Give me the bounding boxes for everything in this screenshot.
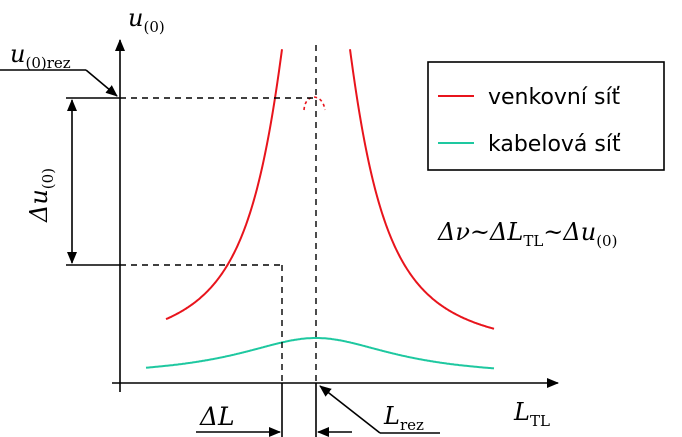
- u0rez-pointer: [85, 69, 118, 97]
- legend-label-overhead: venkovní síť: [488, 85, 621, 110]
- overhead-network-curve-right: [349, 49, 495, 330]
- legend: venkovní síť kabelová síť: [427, 61, 665, 171]
- delta-L-label: ΔL: [199, 402, 235, 431]
- u0rez-label: u(0)rez: [10, 40, 71, 72]
- Lrez-label: Lrez: [383, 402, 424, 434]
- y-axis-label: u(0): [128, 4, 165, 36]
- delta-u-label: Δu(0): [25, 168, 57, 223]
- relation-formula: Δν~ΔLTL~Δu(0): [437, 218, 617, 250]
- cable-network-curve: [145, 337, 495, 370]
- x-axis-label: LTL: [513, 398, 550, 430]
- Lrez-pointer: [319, 385, 381, 434]
- overhead-network-curve-left: [165, 49, 283, 321]
- legend-label-cable: kabelová síť: [488, 132, 621, 157]
- legend-box: [427, 61, 665, 171]
- overhead-resonance-peak: [303, 96, 326, 111]
